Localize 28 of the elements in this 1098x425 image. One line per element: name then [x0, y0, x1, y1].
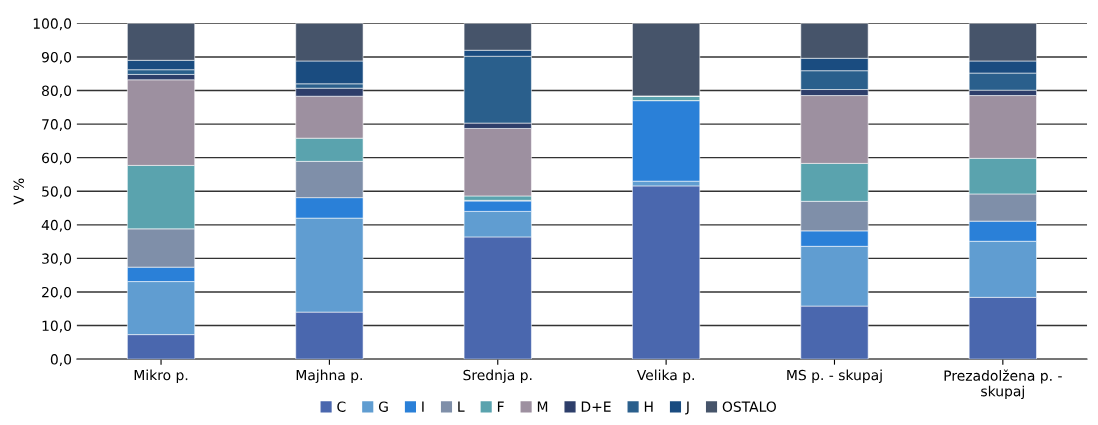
- y-tick-label: 100,0: [33, 18, 72, 31]
- legend-label: OSTALO: [722, 401, 776, 412]
- y-tick-label: 20,0: [42, 286, 72, 299]
- legend-label: M: [537, 401, 548, 412]
- x-tick-label: Prezadolžena p. - skupaj: [944, 369, 1062, 400]
- y-tick-label: 70,0: [42, 119, 72, 131]
- y-tick-label: 30,0: [42, 253, 72, 266]
- y-tick-label: 60,0: [42, 152, 72, 165]
- y-tick-label: 90,0: [41, 51, 72, 64]
- y-tick-label: 10,0: [42, 320, 72, 333]
- legend-label: J: [685, 401, 689, 415]
- legend-label: D+E: [581, 401, 611, 412]
- legend-label: L: [458, 401, 465, 412]
- x-tick-label: Majhna p.: [296, 369, 362, 383]
- legend-label: G: [378, 401, 388, 412]
- y-tick-label: 0,0: [50, 354, 72, 367]
- x-tick-label: Mikro p.: [134, 369, 188, 383]
- x-tick-label: Velika p.: [636, 369, 694, 383]
- legend-label: H: [644, 401, 653, 412]
- x-tick-label: MS p. - skupaj: [787, 369, 882, 383]
- x-tick-label: Srednja p.: [463, 369, 532, 383]
- legend-label: F: [497, 401, 504, 412]
- y-tick-label: 50,0: [42, 186, 72, 199]
- y-axis-title: V %: [13, 178, 24, 205]
- y-tick-label: 40,0: [41, 219, 72, 232]
- legend-label: C: [337, 401, 346, 412]
- y-tick-label: 80,0: [42, 85, 72, 98]
- legend-label: I: [422, 401, 424, 412]
